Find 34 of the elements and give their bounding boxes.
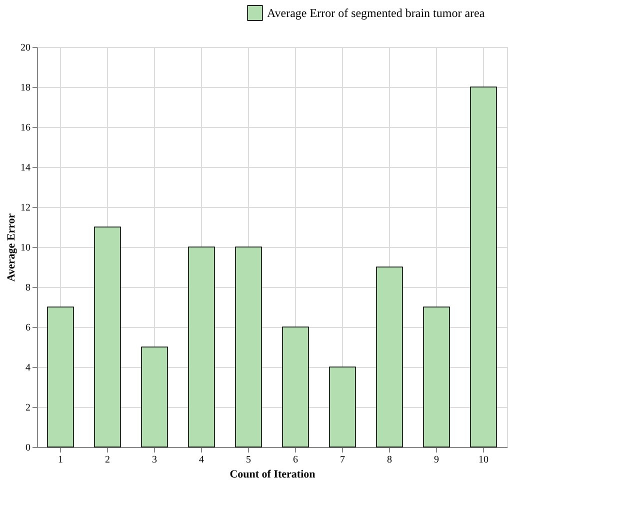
x-tick-label: 2: [105, 454, 110, 466]
y-tick-label: 20: [20, 42, 30, 54]
bar: [423, 306, 450, 448]
y-tick-label: 10: [20, 242, 30, 254]
x-tick-label: 1: [58, 454, 63, 466]
x-tick-label: 10: [478, 454, 488, 466]
bar: [470, 86, 497, 448]
x-tick-label: 7: [340, 454, 345, 466]
x-axis-title: Count of Iteration: [230, 468, 316, 480]
bar: [376, 266, 403, 448]
bar: [94, 226, 121, 448]
bar: [282, 326, 309, 448]
x-tick-label: 3: [152, 454, 157, 466]
y-tick-label: 2: [26, 402, 30, 414]
bar: [141, 346, 168, 448]
y-tick-label: 6: [26, 322, 30, 334]
y-tick-label: 14: [20, 162, 30, 174]
y-tick-label: 16: [20, 122, 30, 134]
bar: [47, 306, 74, 448]
bar: [188, 246, 215, 448]
bar: [235, 246, 262, 448]
x-tick-label: 9: [434, 454, 439, 466]
legend-label: Average Error of segmented brain tumor area: [267, 6, 486, 20]
bar: [329, 366, 356, 448]
x-tick-label: 4: [199, 454, 204, 466]
y-tick-label: 18: [20, 82, 30, 94]
y-tick-label: 8: [26, 282, 30, 294]
y-tick-label: 0: [26, 442, 30, 454]
y-tick-label: 4: [26, 362, 30, 374]
x-tick-label: 5: [246, 454, 251, 466]
x-tick-label: 6: [293, 454, 298, 466]
x-tick-label: 8: [387, 454, 392, 466]
y-axis-title: Average Error: [6, 213, 18, 282]
y-tick-label: 12: [20, 202, 30, 214]
